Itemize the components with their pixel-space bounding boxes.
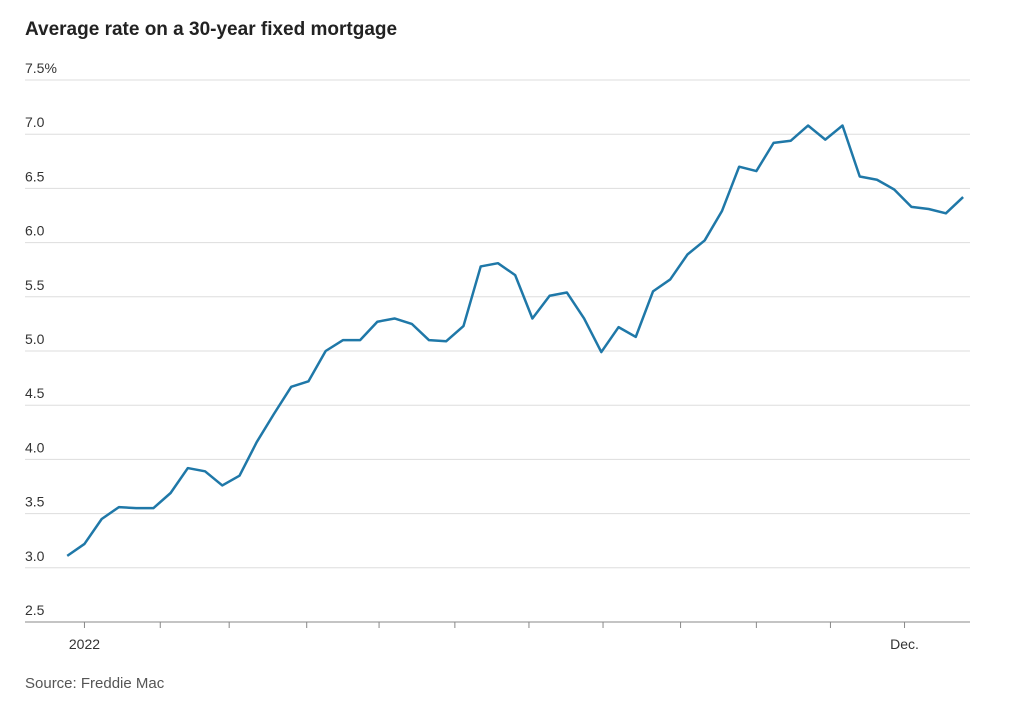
source: Source: Freddie Mac [25,675,165,692]
y-tick-label: 4.0 [25,439,45,455]
y-tick-label: 3.0 [25,548,45,564]
y-tick-label: 6.0 [25,223,45,239]
y-tick-label: 5.5 [25,277,45,293]
x-tick-label: 2022 [69,636,100,652]
x-tick-label: Dec. [890,636,919,652]
y-tick-label: 7.5% [25,60,57,76]
y-tick-label: 7.0 [25,114,45,130]
y-tick-label: 4.5 [25,385,45,401]
chart-title: Average rate on a 30-year fixed mortgage [25,19,397,40]
y-tick-label: 2.5 [25,602,45,618]
y-tick-label: 3.5 [25,494,45,510]
rate-line [66,124,964,557]
y-tick-label: 6.5 [25,168,45,184]
y-tick-label: 5.0 [25,331,45,347]
